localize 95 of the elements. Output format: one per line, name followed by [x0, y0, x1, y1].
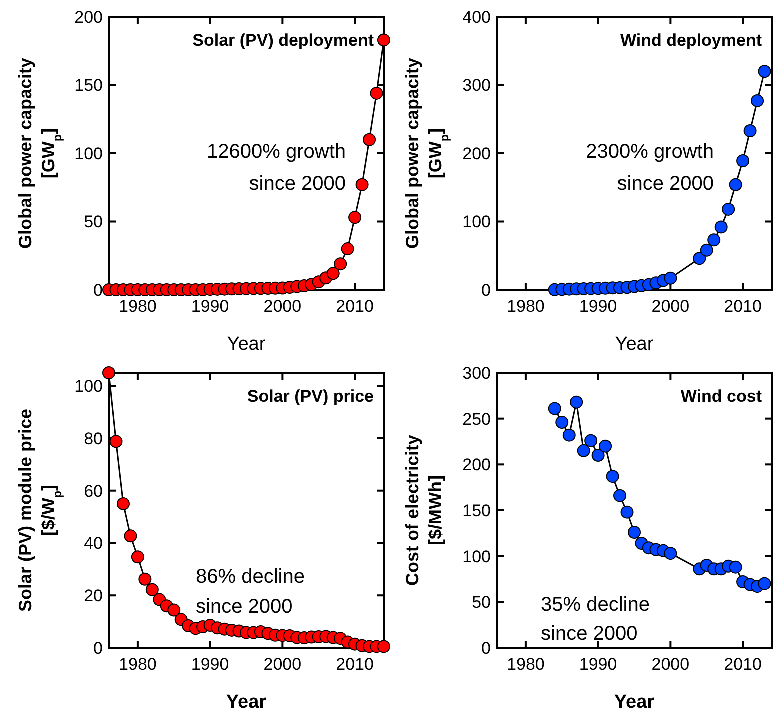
- y-tick-label: 100: [462, 212, 491, 232]
- y-tick-label: 150: [462, 501, 491, 520]
- annotation: 86% decline since 2000: [196, 566, 305, 618]
- x-tick-label: 1980: [507, 297, 545, 316]
- y-tick-label: 50: [84, 212, 103, 232]
- point: [356, 178, 369, 192]
- point: [363, 133, 376, 146]
- point: [606, 470, 620, 484]
- x-axis-title: Year: [615, 334, 654, 355]
- x-axis-title: Year: [227, 334, 266, 355]
- point: [341, 242, 354, 256]
- point: [584, 434, 598, 448]
- y-tick-label: 100: [462, 547, 491, 566]
- x-tick-label: 2010: [336, 297, 374, 316]
- point: [562, 428, 576, 442]
- point: [664, 547, 678, 560]
- y-tick-label: 20: [84, 586, 103, 606]
- point: [592, 449, 605, 462]
- point: [378, 640, 390, 654]
- y-tick-label: 300: [462, 364, 491, 383]
- point: [722, 202, 736, 216]
- y-tick-label: 200: [74, 8, 103, 27]
- x-tick-label: 2010: [724, 655, 762, 674]
- x-axis-title: Year: [226, 692, 268, 713]
- y-tick-label: 60: [84, 482, 103, 501]
- y-tick-label: 200: [462, 456, 491, 475]
- x-tick-label: 2010: [336, 655, 374, 674]
- x-tick-label: 1980: [119, 655, 157, 674]
- y-tick-label: 300: [462, 76, 491, 96]
- point: [620, 506, 634, 519]
- y-tick-label: 200: [462, 144, 491, 164]
- x-tick-label: 2000: [652, 655, 690, 674]
- annotation: 12600% growth since 2000: [207, 141, 346, 195]
- y-tick-label: 150: [74, 76, 103, 96]
- point: [168, 604, 181, 617]
- y-tick-label: 400: [462, 8, 491, 27]
- y-tick-label: 40: [84, 534, 103, 554]
- x-tick-label: 1990: [579, 655, 618, 674]
- text: Solar (PV) deployment: [192, 31, 374, 50]
- y-tick-label: 80: [84, 429, 103, 448]
- point: [664, 272, 678, 285]
- x-tick-label: 2000: [652, 297, 690, 316]
- point: [599, 440, 612, 453]
- point: [131, 550, 144, 564]
- x-axis-title: Year: [614, 692, 656, 713]
- point: [714, 220, 728, 234]
- point: [102, 366, 116, 380]
- point: [570, 396, 584, 409]
- text: Wind deployment: [620, 31, 762, 50]
- point: [700, 244, 714, 257]
- point: [326, 267, 340, 280]
- x-tick-label: 1980: [507, 655, 545, 674]
- point: [146, 583, 159, 596]
- point: [378, 34, 390, 47]
- point: [110, 435, 123, 448]
- point: [556, 416, 569, 429]
- x-tick-label: 2010: [724, 297, 762, 316]
- y-tick-label: 100: [74, 144, 103, 164]
- point: [577, 444, 590, 458]
- y-tick-label: 50: [472, 593, 491, 612]
- y-tick-label: 250: [462, 410, 491, 429]
- point: [693, 252, 706, 266]
- y-tick-label: 100: [74, 377, 103, 396]
- point: [744, 124, 757, 138]
- y-axis-title: Cost of electricity [$/MWh]: [402, 434, 446, 586]
- point: [614, 489, 627, 502]
- point: [124, 530, 138, 543]
- point: [116, 497, 130, 510]
- annotation: 2300% growth since 2000: [586, 141, 714, 195]
- y-tick-label: 0: [482, 280, 491, 300]
- point: [729, 178, 742, 192]
- x-tick-label: 2000: [264, 297, 302, 316]
- point: [548, 402, 562, 416]
- x-tick-label: 1980: [119, 297, 157, 316]
- point: [729, 560, 742, 574]
- point: [708, 234, 721, 247]
- point: [758, 65, 772, 78]
- point: [751, 94, 764, 108]
- point: [736, 154, 750, 168]
- text: Solar (PV) price: [247, 387, 374, 406]
- y-tick-label: 0: [94, 280, 103, 300]
- point: [628, 526, 641, 539]
- x-tick-label: 2000: [264, 655, 302, 674]
- y-tick-label: 0: [94, 638, 103, 658]
- point: [370, 86, 384, 100]
- x-tick-label: 1990: [191, 655, 230, 674]
- x-tick-label: 1990: [191, 297, 230, 316]
- text: Wind cost: [680, 387, 762, 406]
- point: [334, 258, 348, 271]
- point: [758, 577, 772, 590]
- x-tick-label: 1990: [579, 297, 618, 316]
- point: [138, 572, 152, 586]
- y-tick-label: 0: [482, 638, 491, 658]
- annotation: 35% decline since 2000: [541, 594, 650, 645]
- point: [348, 211, 362, 224]
